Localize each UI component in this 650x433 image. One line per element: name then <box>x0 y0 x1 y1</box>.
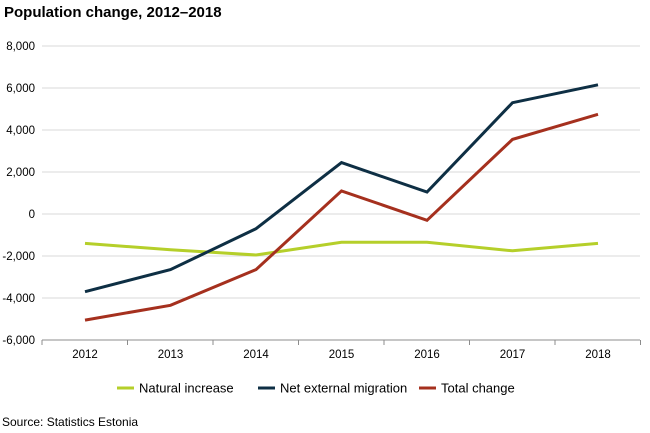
x-tick-label: 2013 <box>158 349 184 361</box>
legend: Natural increase Net external migration To… <box>117 381 515 396</box>
legend-label: Net external migration <box>280 381 407 396</box>
legend-label: Total change <box>441 381 515 396</box>
axes: 8,000 6,000 4,000 2,000 0 -2,000 -4,000 -6,000 2… <box>2 41 641 361</box>
x-tick-label: 2015 <box>329 349 355 361</box>
series-line-total-change <box>84 112 599 322</box>
series-line-net-external-migration <box>84 83 599 294</box>
y-tick-label: 4,000 <box>6 125 35 137</box>
x-tick-label: 2012 <box>72 349 98 361</box>
x-tick-label: 2014 <box>243 349 269 361</box>
y-tick-label: 0 <box>29 209 35 221</box>
series-line-natural-increase <box>84 240 599 257</box>
series-lines <box>84 83 599 322</box>
x-tick-label: 2018 <box>585 349 611 361</box>
y-tick-label: -6,000 <box>2 335 35 347</box>
y-tick-label: 6,000 <box>6 83 35 95</box>
y-tick-label: 8,000 <box>6 41 35 53</box>
chart-title: Population change, 2012–2018 <box>4 4 222 21</box>
y-tick-label: -2,000 <box>2 251 35 263</box>
y-tick-label: -4,000 <box>2 293 35 305</box>
legend-label: Natural increase <box>139 381 234 396</box>
y-tick-label: 2,000 <box>6 167 35 179</box>
x-tick-label: 2017 <box>500 349 526 361</box>
source-note: Source: Statistics Estonia <box>2 415 139 429</box>
x-tick-label: 2016 <box>414 349 440 361</box>
